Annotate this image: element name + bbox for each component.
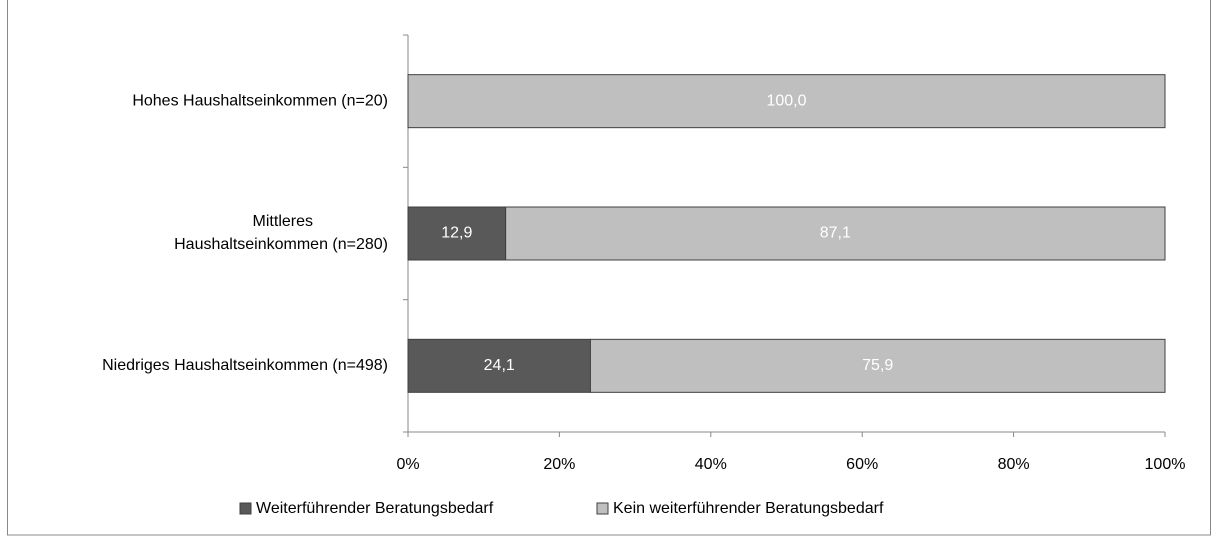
bar-segment	[407, 338, 591, 393]
value-label: 87,1	[820, 225, 851, 242]
x-tick-label: 20%	[543, 456, 575, 473]
value-label: 24,1	[484, 357, 515, 374]
value-label: 12,9	[441, 225, 472, 242]
bar-segment	[589, 338, 1166, 393]
value-label: 75,9	[862, 357, 893, 374]
y-tick-label: Hohes Haushaltseinkommen (n=20)	[132, 92, 388, 109]
legend-swatch	[596, 502, 609, 515]
x-tick-label: 80%	[998, 456, 1030, 473]
y-tick-label: Mittleres Haushaltseinkommen (n=280)	[174, 213, 388, 253]
bar-segment	[407, 74, 1166, 129]
x-tick-label: 0%	[396, 456, 419, 473]
bar-segment	[407, 206, 507, 261]
y-tick-label: Niedriges Haushaltseinkommen (n=498)	[102, 357, 388, 374]
legend-swatch	[239, 502, 252, 515]
legend-label: Kein weiterführender Beratungsbedarf	[613, 500, 884, 517]
bar-segment	[505, 206, 1166, 261]
value-label: 100,0	[766, 92, 806, 109]
x-tick-label: 100%	[1145, 456, 1186, 473]
x-tick-label: 60%	[846, 456, 878, 473]
x-tick-label: 40%	[695, 456, 727, 473]
legend-label: Weiterführender Beratungsbedarf	[256, 500, 494, 517]
